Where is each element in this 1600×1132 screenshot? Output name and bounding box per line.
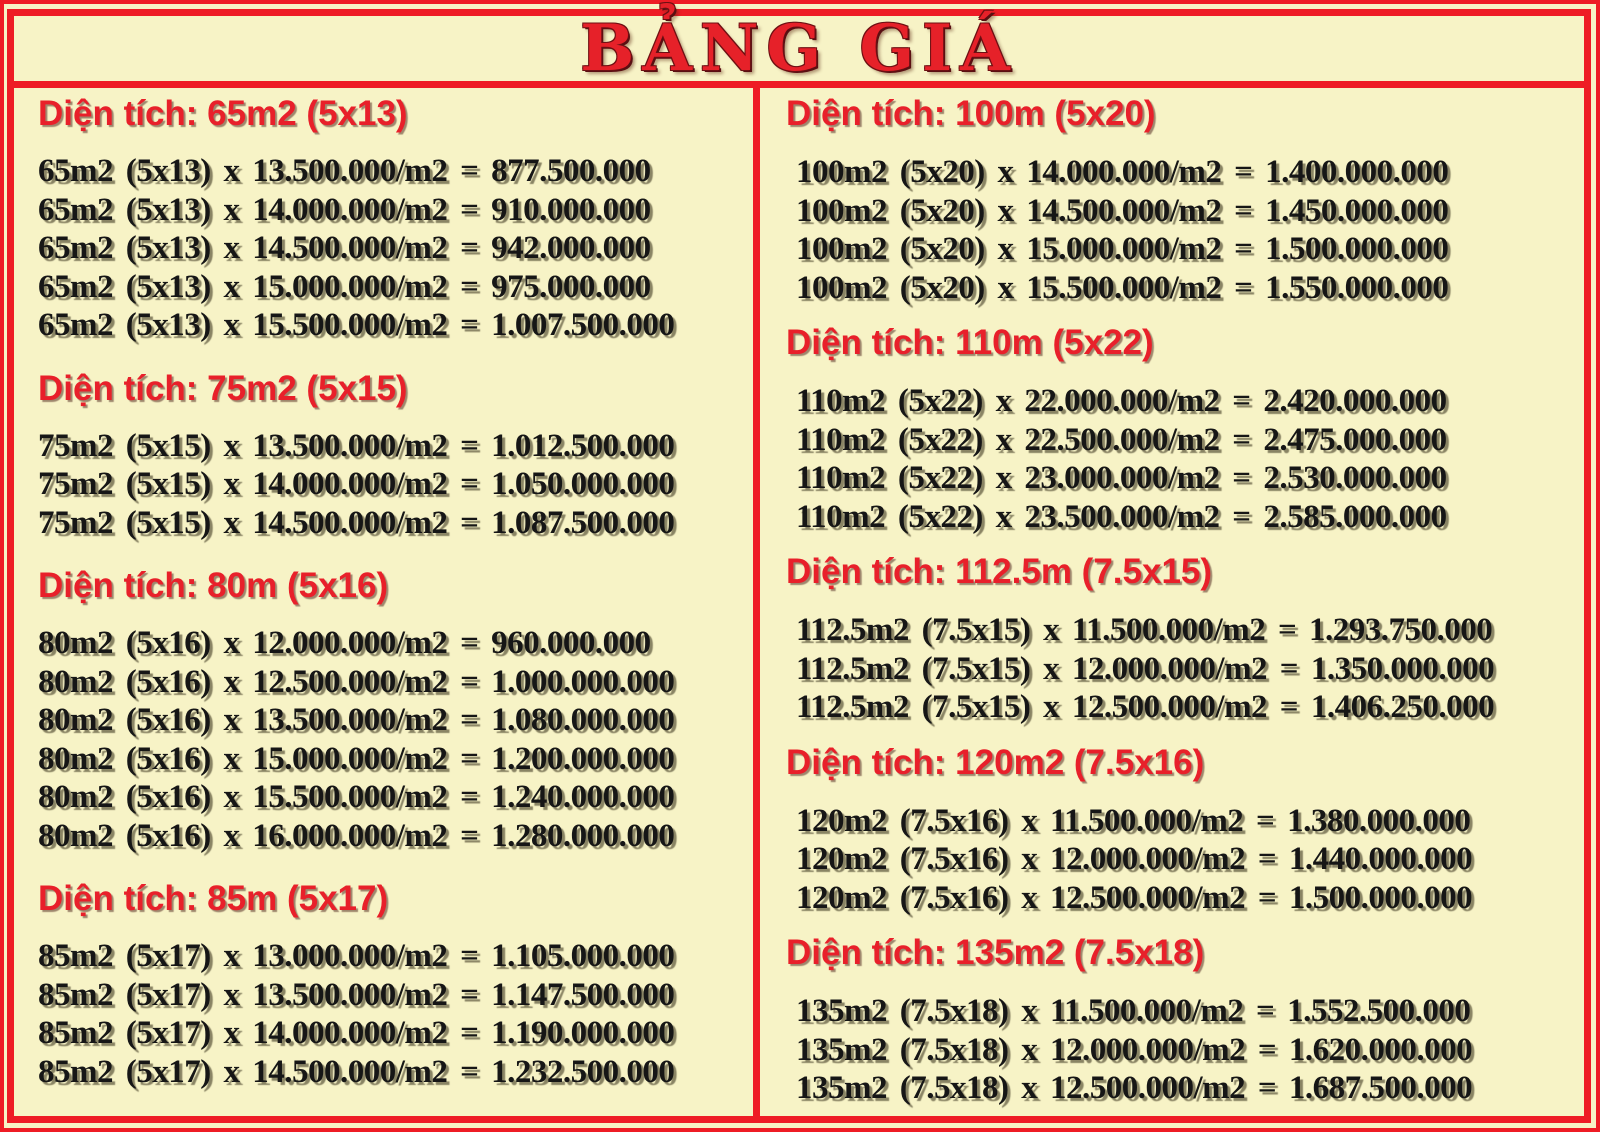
price-row: 135m2 (7.5x18) x 12.000.000/m2 = 1.620.0… bbox=[796, 1031, 1473, 1068]
title-bar: BẢNG GIÁ bbox=[14, 16, 1584, 88]
price-row: 75m2 (5x15) x 14.500.000/m2 = 1.087.500.… bbox=[38, 504, 675, 541]
price-row: 80m2 (5x16) x 15.500.000/m2 = 1.240.000.… bbox=[38, 779, 675, 815]
price-row: 75m2 (5x15) x 13.500.000/m2 = 1.012.500.… bbox=[38, 427, 675, 464]
price-section: Diện tích: 110m (5x22) 110m2 (5x22) x 22… bbox=[786, 321, 1578, 536]
column-right: Diện tích: 100m (5x20) 100m2 (5x20) x 14… bbox=[753, 88, 1584, 1116]
section-header: Diện tích: 85m (5x17) bbox=[38, 879, 389, 918]
price-row: 80m2 (5x16) x 15.000.000/m2 = 1.200.000.… bbox=[38, 740, 675, 777]
section-header: Diện tích: 100m (5x20) bbox=[786, 94, 1156, 133]
price-section: Diện tích: 112.5m (7.5x15) 112.5m2 (7.5x… bbox=[786, 550, 1578, 727]
section-rows: 120m2 (7.5x16) x 11.500.000/m2 = 1.380.0… bbox=[786, 802, 1578, 918]
main-box: BẢNG GIÁ Diện tích: 65m2 (5x13) 65m2 (5x… bbox=[7, 9, 1591, 1123]
price-row: 80m2 (5x16) x 13.500.000/m2 = 1.080.000.… bbox=[38, 702, 675, 738]
section-rows: 80m2 (5x16) x 12.000.000/m2 = 960.000.00… bbox=[38, 624, 745, 855]
section-rows: 110m2 (5x22) x 22.000.000/m2 = 2.420.000… bbox=[786, 382, 1578, 536]
price-row: 112.5m2 (7.5x15) x 11.500.000/m2 = 1.293… bbox=[796, 612, 1493, 648]
column-left: Diện tích: 65m2 (5x13) 65m2 (5x13) x 13.… bbox=[14, 88, 753, 1116]
price-row: 112.5m2 (7.5x15) x 12.500.000/m2 = 1.406… bbox=[796, 689, 1495, 725]
price-row: 120m2 (7.5x16) x 12.000.000/m2 = 1.440.0… bbox=[796, 841, 1473, 877]
price-section: Diện tích: 85m (5x17) 85m2 (5x17) x 13.0… bbox=[38, 877, 745, 1091]
section-header: Diện tích: 112.5m (7.5x15) bbox=[786, 552, 1213, 591]
price-row: 110m2 (5x22) x 22.000.000/m2 = 2.420.000… bbox=[796, 383, 1447, 419]
section-rows: 100m2 (5x20) x 14.000.000/m2 = 1.400.000… bbox=[786, 153, 1578, 307]
price-row: 135m2 (7.5x18) x 11.500.000/m2 = 1.552.5… bbox=[796, 993, 1471, 1029]
price-row: 85m2 (5x17) x 14.000.000/m2 = 1.190.000.… bbox=[38, 1015, 675, 1051]
price-row: 65m2 (5x13) x 14.000.000/m2 = 910.000.00… bbox=[38, 191, 651, 228]
price-row: 85m2 (5x17) x 13.500.000/m2 = 1.147.500.… bbox=[38, 976, 675, 1013]
section-rows: 135m2 (7.5x18) x 11.500.000/m2 = 1.552.5… bbox=[786, 992, 1578, 1108]
price-row: 100m2 (5x20) x 15.500.000/m2 = 1.550.000… bbox=[796, 269, 1449, 306]
section-header: Diện tích: 120m2 (7.5x16) bbox=[786, 742, 1205, 782]
page-title: BẢNG GIÁ bbox=[580, 10, 1018, 86]
price-section: Diện tích: 75m2 (5x15) 75m2 (5x15) x 13.… bbox=[38, 367, 745, 543]
price-row: 100m2 (5x20) x 14.500.000/m2 = 1.450.000… bbox=[796, 192, 1449, 229]
section-header: Diện tích: 135m2 (7.5x18) bbox=[786, 933, 1205, 972]
section-rows: 85m2 (5x17) x 13.000.000/m2 = 1.105.000.… bbox=[38, 937, 745, 1091]
price-row: 120m2 (7.5x16) x 11.500.000/m2 = 1.380.0… bbox=[796, 802, 1471, 839]
section-header: Diện tích: 80m (5x16) bbox=[38, 566, 389, 605]
price-row: 85m2 (5x17) x 14.500.000/m2 = 1.232.500.… bbox=[38, 1053, 675, 1090]
section-rows: 112.5m2 (7.5x15) x 11.500.000/m2 = 1.293… bbox=[786, 611, 1578, 727]
price-row: 112.5m2 (7.5x15) x 12.000.000/m2 = 1.350… bbox=[796, 650, 1495, 687]
price-row: 120m2 (7.5x16) x 12.500.000/m2 = 1.500.0… bbox=[796, 879, 1473, 916]
price-row: 65m2 (5x13) x 13.500.000/m2 = 877.500.00… bbox=[38, 153, 651, 189]
price-row: 100m2 (5x20) x 15.000.000/m2 = 1.500.000… bbox=[796, 231, 1449, 267]
price-row: 65m2 (5x13) x 15.000.000/m2 = 975.000.00… bbox=[38, 268, 651, 305]
price-row: 80m2 (5x16) x 12.500.000/m2 = 1.000.000.… bbox=[38, 663, 675, 700]
price-section: Diện tích: 135m2 (7.5x18) 135m2 (7.5x18)… bbox=[786, 931, 1578, 1108]
section-rows: 65m2 (5x13) x 13.500.000/m2 = 877.500.00… bbox=[38, 152, 745, 345]
price-row: 80m2 (5x16) x 12.000.000/m2 = 960.000.00… bbox=[38, 625, 651, 661]
section-header: Diện tích: 110m (5x22) bbox=[786, 323, 1154, 362]
price-row: 110m2 (5x22) x 23.000.000/m2 = 2.530.000… bbox=[796, 460, 1447, 496]
price-section: Diện tích: 80m (5x16) 80m2 (5x16) x 12.0… bbox=[38, 564, 745, 855]
price-section: Diện tích: 120m2 (7.5x16) 120m2 (7.5x16)… bbox=[786, 741, 1578, 918]
price-section: Diện tích: 100m (5x20) 100m2 (5x20) x 14… bbox=[786, 92, 1578, 307]
price-row: 110m2 (5x22) x 23.500.000/m2 = 2.585.000… bbox=[796, 498, 1447, 535]
section-header: Diện tích: 65m2 (5x13) bbox=[38, 94, 408, 133]
price-row: 65m2 (5x13) x 15.500.000/m2 = 1.007.500.… bbox=[38, 307, 675, 343]
price-row: 85m2 (5x17) x 13.000.000/m2 = 1.105.000.… bbox=[38, 938, 675, 974]
content: Diện tích: 65m2 (5x13) 65m2 (5x13) x 13.… bbox=[14, 88, 1584, 1116]
price-row: 100m2 (5x20) x 14.000.000/m2 = 1.400.000… bbox=[796, 154, 1449, 190]
price-row: 75m2 (5x15) x 14.000.000/m2 = 1.050.000.… bbox=[38, 466, 675, 502]
price-section: Diện tích: 65m2 (5x13) 65m2 (5x13) x 13.… bbox=[38, 92, 745, 345]
section-header: Diện tích: 75m2 (5x15) bbox=[38, 368, 408, 408]
price-row: 65m2 (5x13) x 14.500.000/m2 = 942.000.00… bbox=[38, 230, 651, 266]
price-row: 135m2 (7.5x18) x 12.500.000/m2 = 1.687.5… bbox=[796, 1070, 1473, 1106]
price-row: 80m2 (5x16) x 16.000.000/m2 = 1.280.000.… bbox=[38, 817, 675, 854]
section-rows: 75m2 (5x15) x 13.500.000/m2 = 1.012.500.… bbox=[38, 427, 745, 543]
price-row: 110m2 (5x22) x 22.500.000/m2 = 2.475.000… bbox=[796, 421, 1447, 458]
